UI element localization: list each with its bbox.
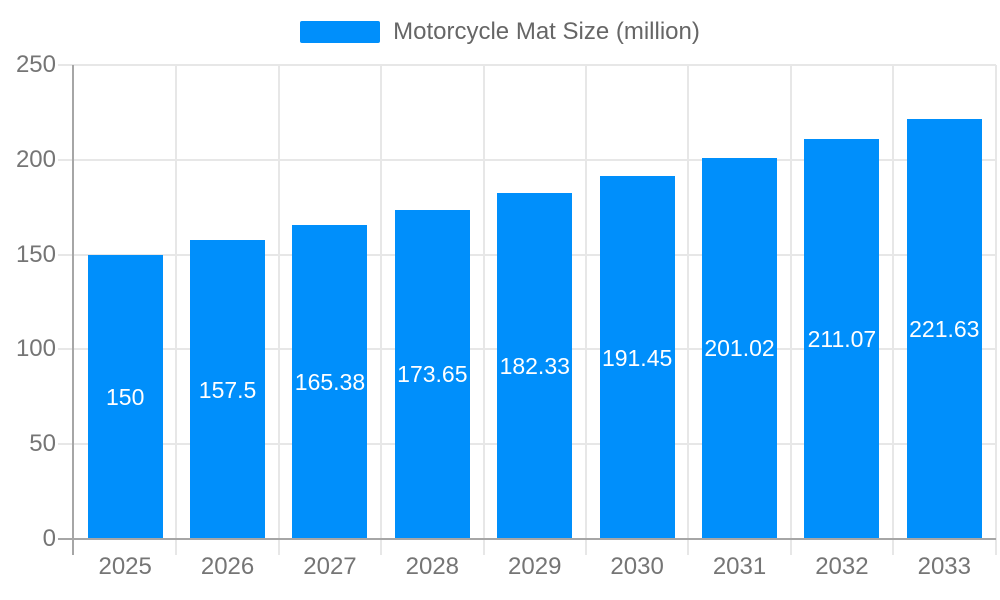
bar-value-label: 182.33: [499, 353, 570, 380]
x-axis-tick-label: 2032: [815, 553, 869, 580]
bar[interactable]: [804, 138, 880, 539]
bar[interactable]: [599, 176, 675, 539]
legend-marker-icon: [300, 21, 381, 43]
y-axis-tick-label: 200: [15, 145, 56, 173]
bar-value-label: 150: [106, 383, 145, 410]
x-gridline: [277, 65, 280, 555]
x-gridline: [175, 65, 178, 555]
y-axis-tick-label: 250: [15, 51, 56, 78]
x-gridline: [380, 65, 383, 555]
bar[interactable]: [292, 225, 368, 539]
bar-value-label: 191.45: [601, 344, 673, 371]
x-axis-tick-label: 2028: [405, 553, 460, 580]
bar[interactable]: [190, 240, 266, 539]
x-axis-tick-label: 2025: [98, 553, 152, 580]
x-axis-tick-label: 2027: [303, 553, 357, 580]
bar-value-label: 211.07: [807, 325, 877, 352]
y-axis-line: [72, 65, 74, 555]
x-gridline: [789, 65, 792, 555]
x-gridline: [482, 65, 485, 555]
bar[interactable]: [87, 254, 163, 539]
y-gridline: [58, 64, 996, 66]
x-axis-tick-label: 2033: [917, 553, 971, 580]
bar-value-label: 201.02: [704, 335, 775, 362]
y-axis-tick-label: 50: [29, 430, 56, 458]
x-axis-tick-label: 2031: [712, 553, 767, 580]
bar[interactable]: [906, 118, 982, 539]
legend-label: Motorcycle Mat Size (million): [393, 18, 700, 45]
x-gridline: [994, 65, 997, 555]
bar-value-label: 165.38: [294, 369, 366, 396]
y-gridline: [58, 158, 996, 161]
x-axis-line: [58, 538, 996, 540]
bar[interactable]: [497, 193, 573, 539]
bar-value-label: 173.65: [397, 361, 468, 388]
x-axis-tick-label: 2026: [200, 553, 255, 580]
bar[interactable]: [702, 157, 778, 539]
y-axis-tick-label: 100: [15, 335, 56, 363]
y-axis-tick-label: 0: [42, 525, 56, 552]
legend[interactable]: Motorcycle Mat Size (million): [0, 18, 1000, 45]
bar-value-label: 221.63: [909, 315, 980, 342]
bar[interactable]: [394, 209, 470, 539]
x-axis-tick-label: 2029: [508, 553, 562, 580]
x-gridline: [687, 65, 690, 555]
bar-value-label: 157.5: [198, 376, 257, 403]
y-axis-tick-label: 150: [15, 240, 56, 268]
x-gridline: [892, 65, 895, 555]
x-gridline: [584, 65, 587, 555]
x-axis-tick-label: 2030: [610, 553, 664, 580]
